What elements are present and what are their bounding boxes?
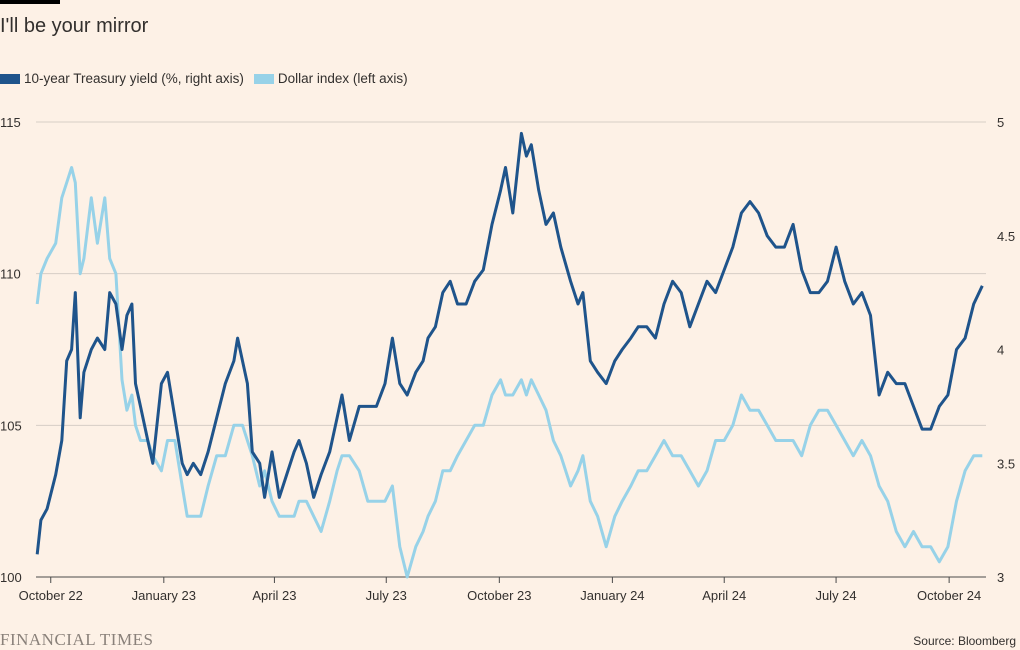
legend-swatch-dollar [253, 73, 274, 84]
legend: 10-year Treasury yield (%, right axis) D… [0, 71, 418, 86]
y-right-tick-label: 5 [997, 115, 1004, 130]
legend-swatch-yield [0, 73, 20, 84]
legend-item-yield: 10-year Treasury yield (%, right axis) [0, 71, 244, 86]
series-line-treasury-yield [35, 131, 984, 555]
x-tick-label: October 23 [467, 588, 531, 603]
y-right-tick-label: 4.5 [997, 229, 1015, 244]
y-right-tick-label: 3 [997, 570, 1004, 585]
y-axis-left: 100 105 110 115 [0, 115, 22, 585]
y-left-tick-label: 100 [0, 570, 22, 585]
x-tick-label: July 24 [815, 588, 856, 603]
top-accent-bar [0, 0, 60, 4]
y-left-tick-label: 115 [0, 115, 21, 130]
x-axis: October 22 January 23 April 23 July 23 Octob… [19, 577, 981, 603]
x-tick-label: January 24 [580, 588, 644, 603]
legend-label-yield: 10-year Treasury yield (%, right axis) [24, 71, 244, 86]
gridlines [36, 121, 986, 578]
ft-logo-text: FINANCIAL TIMES [0, 630, 154, 649]
y-right-tick-label: 3.5 [997, 456, 1015, 471]
y-right-tick-label: 4 [997, 343, 1004, 358]
x-tick-label: October 22 [19, 588, 83, 603]
chart-title: I'll be your mirror [0, 15, 149, 37]
series-line-dollar-index [35, 166, 983, 579]
x-tick-label: July 23 [366, 588, 407, 603]
y-left-tick-label: 105 [0, 418, 22, 433]
x-tick-label: October 24 [917, 588, 981, 603]
y-axis-right: 3 3.5 4 4.5 5 [997, 115, 1015, 585]
x-tick-label: April 24 [702, 588, 746, 603]
y-left-tick-label: 110 [0, 267, 21, 282]
series-lines [35, 131, 984, 579]
legend-label-dollar: Dollar index (left axis) [277, 71, 408, 86]
source-note: Source: Bloomberg [913, 634, 1016, 648]
x-tick-label: April 23 [252, 588, 296, 603]
legend-item-dollar: Dollar index (left axis) [253, 71, 408, 86]
x-tick-label: January 23 [132, 588, 196, 603]
